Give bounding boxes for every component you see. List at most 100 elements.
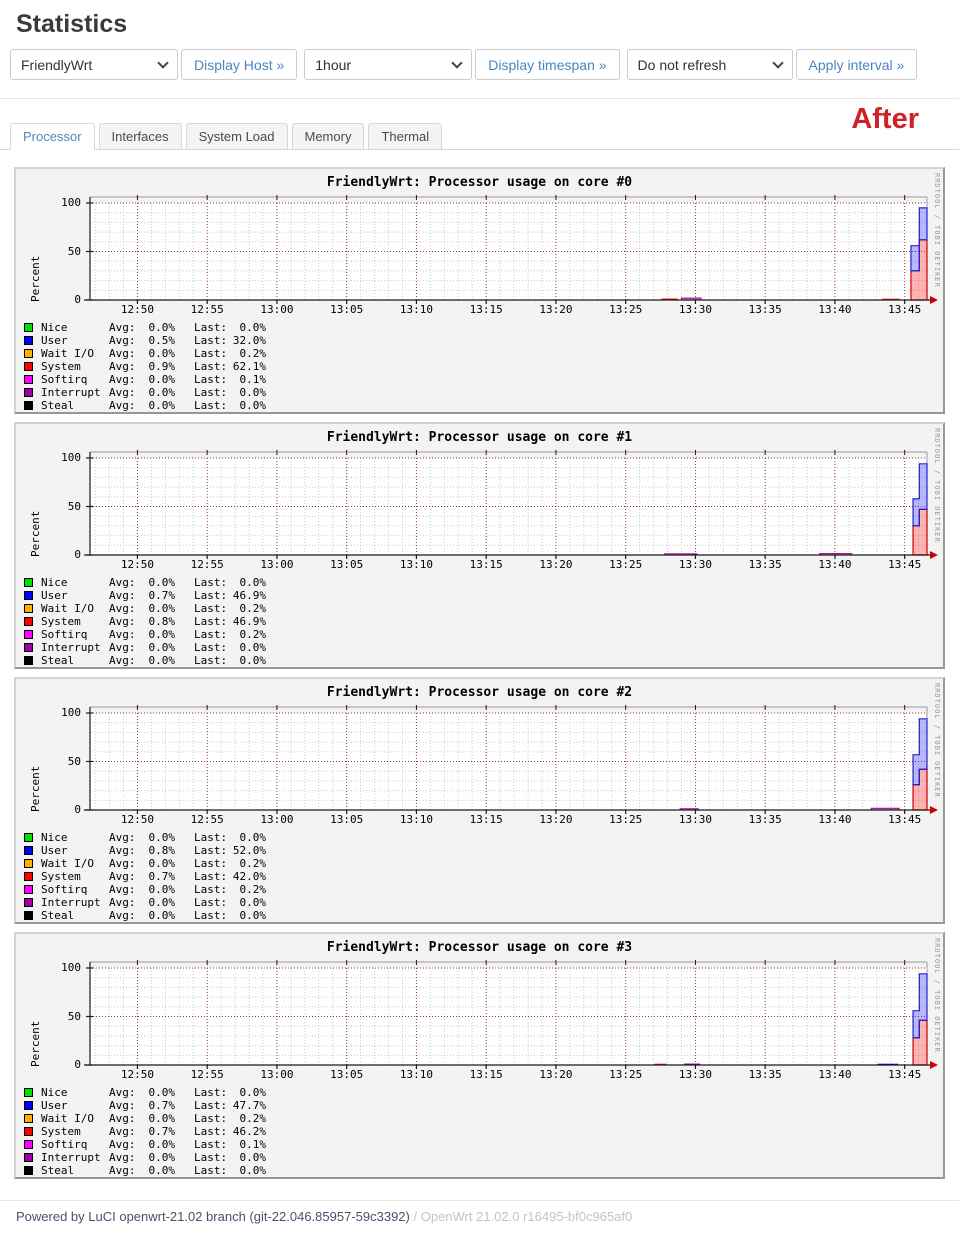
legend-avg-label: Avg: (109, 654, 136, 667)
legend-row: User Avg: 0.5% Last: 32.0% (24, 334, 266, 347)
graph-legend: Nice Avg: 0.0% Last: 0.0% User Avg: 0.7% Last: 47… (24, 1086, 266, 1177)
graph-legend: Nice Avg: 0.0% Last: 0.0% User Avg: 0.8% Last: 52… (24, 831, 266, 922)
legend-row: Wait I/O Avg: 0.0% Last: 0.2% (24, 1112, 266, 1125)
legend-swatch (24, 630, 33, 639)
graph-plot-area: 0 50 100 12:50 12:55 13:00 13:05 13:10 13:15 13:2… (16, 679, 943, 922)
legend-avg-value: 0.5% (148, 334, 176, 347)
x-tick-label: 13:05 (330, 558, 364, 571)
legend-avg-label: Avg: (109, 909, 136, 922)
host-select[interactable]: FriendlyWrt (10, 49, 178, 80)
x-tick-label: 13:05 (330, 1068, 364, 1081)
legend-last-value: 0.2% (239, 602, 267, 615)
legend-last-label: Last: (194, 399, 228, 412)
x-tick-label: 13:30 (678, 558, 712, 571)
legend-avg-label: Avg: (109, 1099, 136, 1112)
legend-last-label: Last: (194, 870, 228, 883)
x-tick-label: 13:30 (678, 303, 712, 316)
tab-interfaces[interactable]: Interfaces (98, 123, 182, 149)
legend-avg-value: 0.7% (148, 1125, 176, 1138)
display-host-button[interactable]: Display Host » (181, 49, 298, 80)
y-tick-label: 0 (74, 1058, 81, 1071)
legend-last-label: Last: (194, 373, 228, 386)
y-tick-label: 100 (61, 451, 81, 464)
legend-avg-label: Avg: (109, 1125, 136, 1138)
legend-series-name: System (41, 360, 81, 373)
legend-swatch (24, 911, 33, 920)
legend-avg-label: Avg: (109, 321, 136, 334)
legend-avg-label: Avg: (109, 602, 136, 615)
legend-series-name: Interrupt (41, 896, 101, 909)
legend-swatch (24, 336, 33, 345)
x-tick-label: 13:15 (469, 303, 503, 316)
legend-row: System Avg: 0.8% Last: 46.9% (24, 615, 266, 628)
legend-last-value: 0.0% (239, 831, 267, 844)
legend-row: Steal Avg: 0.0% Last: 0.0% (24, 909, 266, 922)
apply-interval-button[interactable]: Apply interval » (795, 49, 918, 80)
legend-series-name: Nice (41, 321, 68, 334)
x-tick-label: 13:25 (609, 558, 643, 571)
x-tick-label: 13:15 (469, 1068, 503, 1081)
legend-avg-value: 0.0% (148, 1086, 176, 1099)
legend-row: User Avg: 0.7% Last: 46.9% (24, 589, 266, 602)
legend-avg-label: Avg: (109, 615, 136, 628)
luci-version-link[interactable]: Powered by LuCI openwrt-21.02 branch (gi… (16, 1209, 410, 1224)
rrd-graph-panel-core1: FriendlyWrt: Processor usage on core #1 … (14, 422, 945, 669)
chevron-down-icon (157, 56, 169, 69)
timespan-select[interactable]: 1hour (304, 49, 473, 80)
display-timespan-button[interactable]: Display timespan » (475, 49, 620, 80)
legend-last-label: Last: (194, 1151, 228, 1164)
legend-swatch (24, 1088, 33, 1097)
legend-swatch (24, 1114, 33, 1123)
legend-avg-value: 0.0% (148, 399, 176, 412)
tab-memory[interactable]: Memory (291, 123, 365, 149)
legend-avg-label: Avg: (109, 347, 136, 360)
legend-last-value: 0.0% (239, 321, 267, 334)
graph-title: FriendlyWrt: Processor usage on core #3 (326, 940, 633, 955)
legend-series-name: Wait I/O (41, 1112, 94, 1125)
legend-row: Nice Avg: 0.0% Last: 0.0% (24, 576, 266, 589)
tab-processor[interactable]: Processor (10, 123, 95, 150)
rrdtool-watermark: RRDTOOL / TOBI OETIKER (933, 173, 941, 288)
legend-series-name: Wait I/O (41, 857, 94, 870)
legend-last-value: 0.1% (239, 373, 267, 386)
y-tick-label: 100 (61, 196, 81, 209)
x-tick-label: 13:40 (818, 303, 852, 316)
rrdtool-watermark: RRDTOOL / TOBI OETIKER (933, 428, 941, 543)
x-tick-label: 12:55 (190, 303, 224, 316)
legend-avg-value: 0.7% (148, 1099, 176, 1112)
legend-swatch (24, 578, 33, 587)
legend-row: Softirq Avg: 0.0% Last: 0.1% (24, 373, 266, 386)
legend-last-value: 46.9% (232, 615, 266, 628)
legend-last-value: 0.0% (239, 386, 267, 399)
legend-series-name: System (41, 1125, 81, 1138)
legend-avg-label: Avg: (109, 1112, 136, 1125)
legend-last-value: 0.2% (239, 883, 267, 896)
x-tick-label: 12:50 (120, 558, 154, 571)
legend-row: User Avg: 0.7% Last: 47.7% (24, 1099, 266, 1112)
legend-series-name: Steal (41, 1164, 75, 1177)
statistics-controls: FriendlyWrt Display Host » 1hour Display… (10, 49, 959, 80)
legend-swatch (24, 617, 33, 626)
graph-title: FriendlyWrt: Processor usage on core #2 (326, 685, 633, 700)
x-tick-label: 13:15 (469, 813, 503, 826)
legend-swatch (24, 1166, 33, 1175)
timespan-select-value: 1hour (315, 56, 352, 73)
legend-last-value: 0.2% (239, 857, 267, 870)
legend-series-name: System (41, 870, 81, 883)
legend-avg-value: 0.0% (148, 347, 176, 360)
graph-canvas (84, 195, 938, 304)
legend-series-name: Steal (41, 909, 75, 922)
legend-series-name: Nice (41, 576, 68, 589)
graph-plot-area: 0 50 100 12:50 12:55 13:00 13:05 13:10 13:15 13:2… (16, 934, 943, 1177)
refresh-select[interactable]: Do not refresh (626, 49, 793, 80)
legend-last-label: Last: (194, 883, 228, 896)
legend-last-value: 0.0% (239, 654, 267, 667)
legend-last-label: Last: (194, 334, 228, 347)
rrdtool-watermark: RRDTOOL / TOBI OETIKER (933, 683, 941, 798)
tab-system-load[interactable]: System Load (185, 123, 288, 149)
graph-title: FriendlyWrt: Processor usage on core #1 (326, 430, 633, 445)
legend-series-name: Wait I/O (41, 602, 94, 615)
legend-row: Softirq Avg: 0.0% Last: 0.1% (24, 1138, 266, 1151)
legend-last-value: 47.7% (232, 1099, 266, 1112)
tab-thermal[interactable]: Thermal (368, 123, 443, 149)
